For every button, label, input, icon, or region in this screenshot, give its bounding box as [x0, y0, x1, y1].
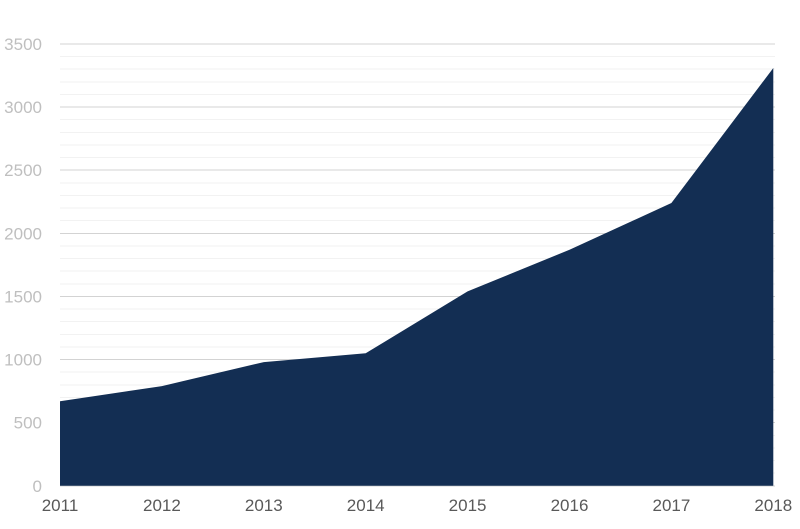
x-axis-tick-label: 2014: [347, 496, 385, 515]
x-axis-tick-label: 2013: [245, 496, 283, 515]
y-axis-tick-label: 0: [33, 477, 42, 496]
area-series: [60, 67, 774, 486]
y-axis-tick-label: 500: [14, 414, 42, 433]
y-axis-tick-label: 2000: [4, 224, 42, 243]
y-axis-tick-label: 1500: [4, 287, 42, 306]
x-axis-tick-label: 2015: [449, 496, 487, 515]
y-axis-tick-label: 2500: [4, 161, 42, 180]
y-axis-tick-label: 3500: [4, 35, 42, 54]
y-axis-tick-label: 1000: [4, 351, 42, 370]
x-axis-tick-label: 2018: [754, 496, 792, 515]
x-axis-tick-label: 2016: [551, 496, 589, 515]
x-axis-tick-label: 2017: [652, 496, 690, 515]
x-axis-tick-label: 2011: [42, 496, 79, 515]
x-axis-tick-label: 2012: [143, 496, 181, 515]
y-axis-tick-label: 3000: [4, 98, 42, 117]
